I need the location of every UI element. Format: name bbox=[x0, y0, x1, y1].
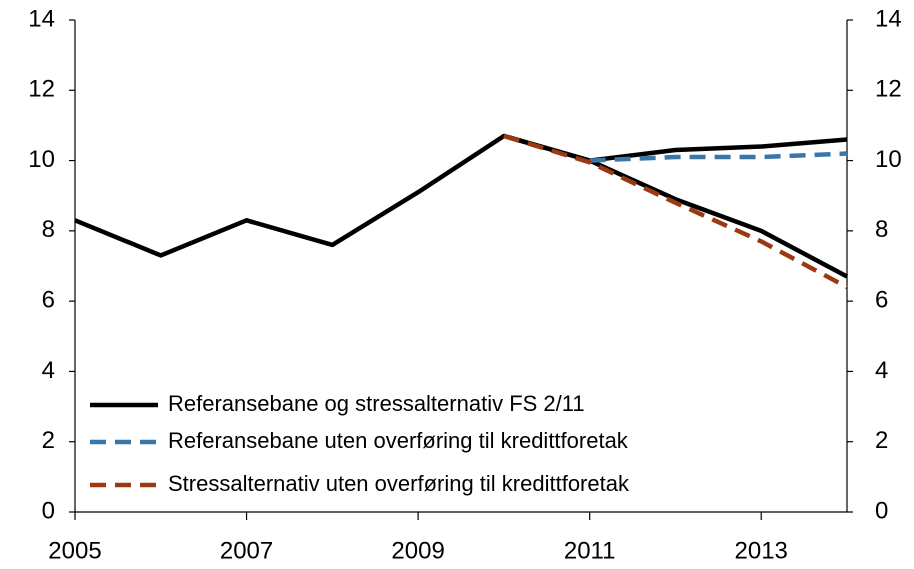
y-tick-label: 2 bbox=[42, 427, 55, 454]
y-tick-label: 12 bbox=[28, 76, 55, 103]
series-line bbox=[503, 133, 849, 290]
y-tick-label: 8 bbox=[42, 216, 55, 243]
y2-tick-label: 14 bbox=[875, 5, 902, 32]
series-line bbox=[589, 151, 848, 163]
y2-tick-label: 6 bbox=[875, 286, 888, 313]
y-tick-label: 10 bbox=[28, 146, 55, 173]
y2-tick-label: 0 bbox=[875, 497, 888, 524]
x-tick-label: 2005 bbox=[48, 537, 101, 564]
y-tick-label: 4 bbox=[42, 357, 55, 384]
legend-label: Referansebane uten overføring til kredit… bbox=[168, 428, 629, 453]
legend-label: Stressalternativ uten overføring til kre… bbox=[168, 471, 630, 496]
y2-tick-label: 2 bbox=[875, 427, 888, 454]
y-tick-label: 0 bbox=[42, 497, 55, 524]
y2-tick-label: 4 bbox=[875, 357, 888, 384]
x-tick-label: 2009 bbox=[391, 537, 444, 564]
y2-tick-label: 12 bbox=[875, 76, 902, 103]
x-tick-label: 2013 bbox=[735, 537, 788, 564]
x-tick-label: 2011 bbox=[564, 537, 616, 564]
y-tick-label: 14 bbox=[28, 5, 55, 32]
x-tick-label: 2007 bbox=[220, 537, 273, 564]
series-line bbox=[74, 133, 848, 258]
y2-tick-label: 10 bbox=[875, 146, 902, 173]
y2-tick-label: 8 bbox=[875, 216, 888, 243]
y-tick-label: 6 bbox=[42, 286, 55, 313]
legend-label: Referansebane og stressalternativ FS 2/1… bbox=[168, 391, 585, 416]
